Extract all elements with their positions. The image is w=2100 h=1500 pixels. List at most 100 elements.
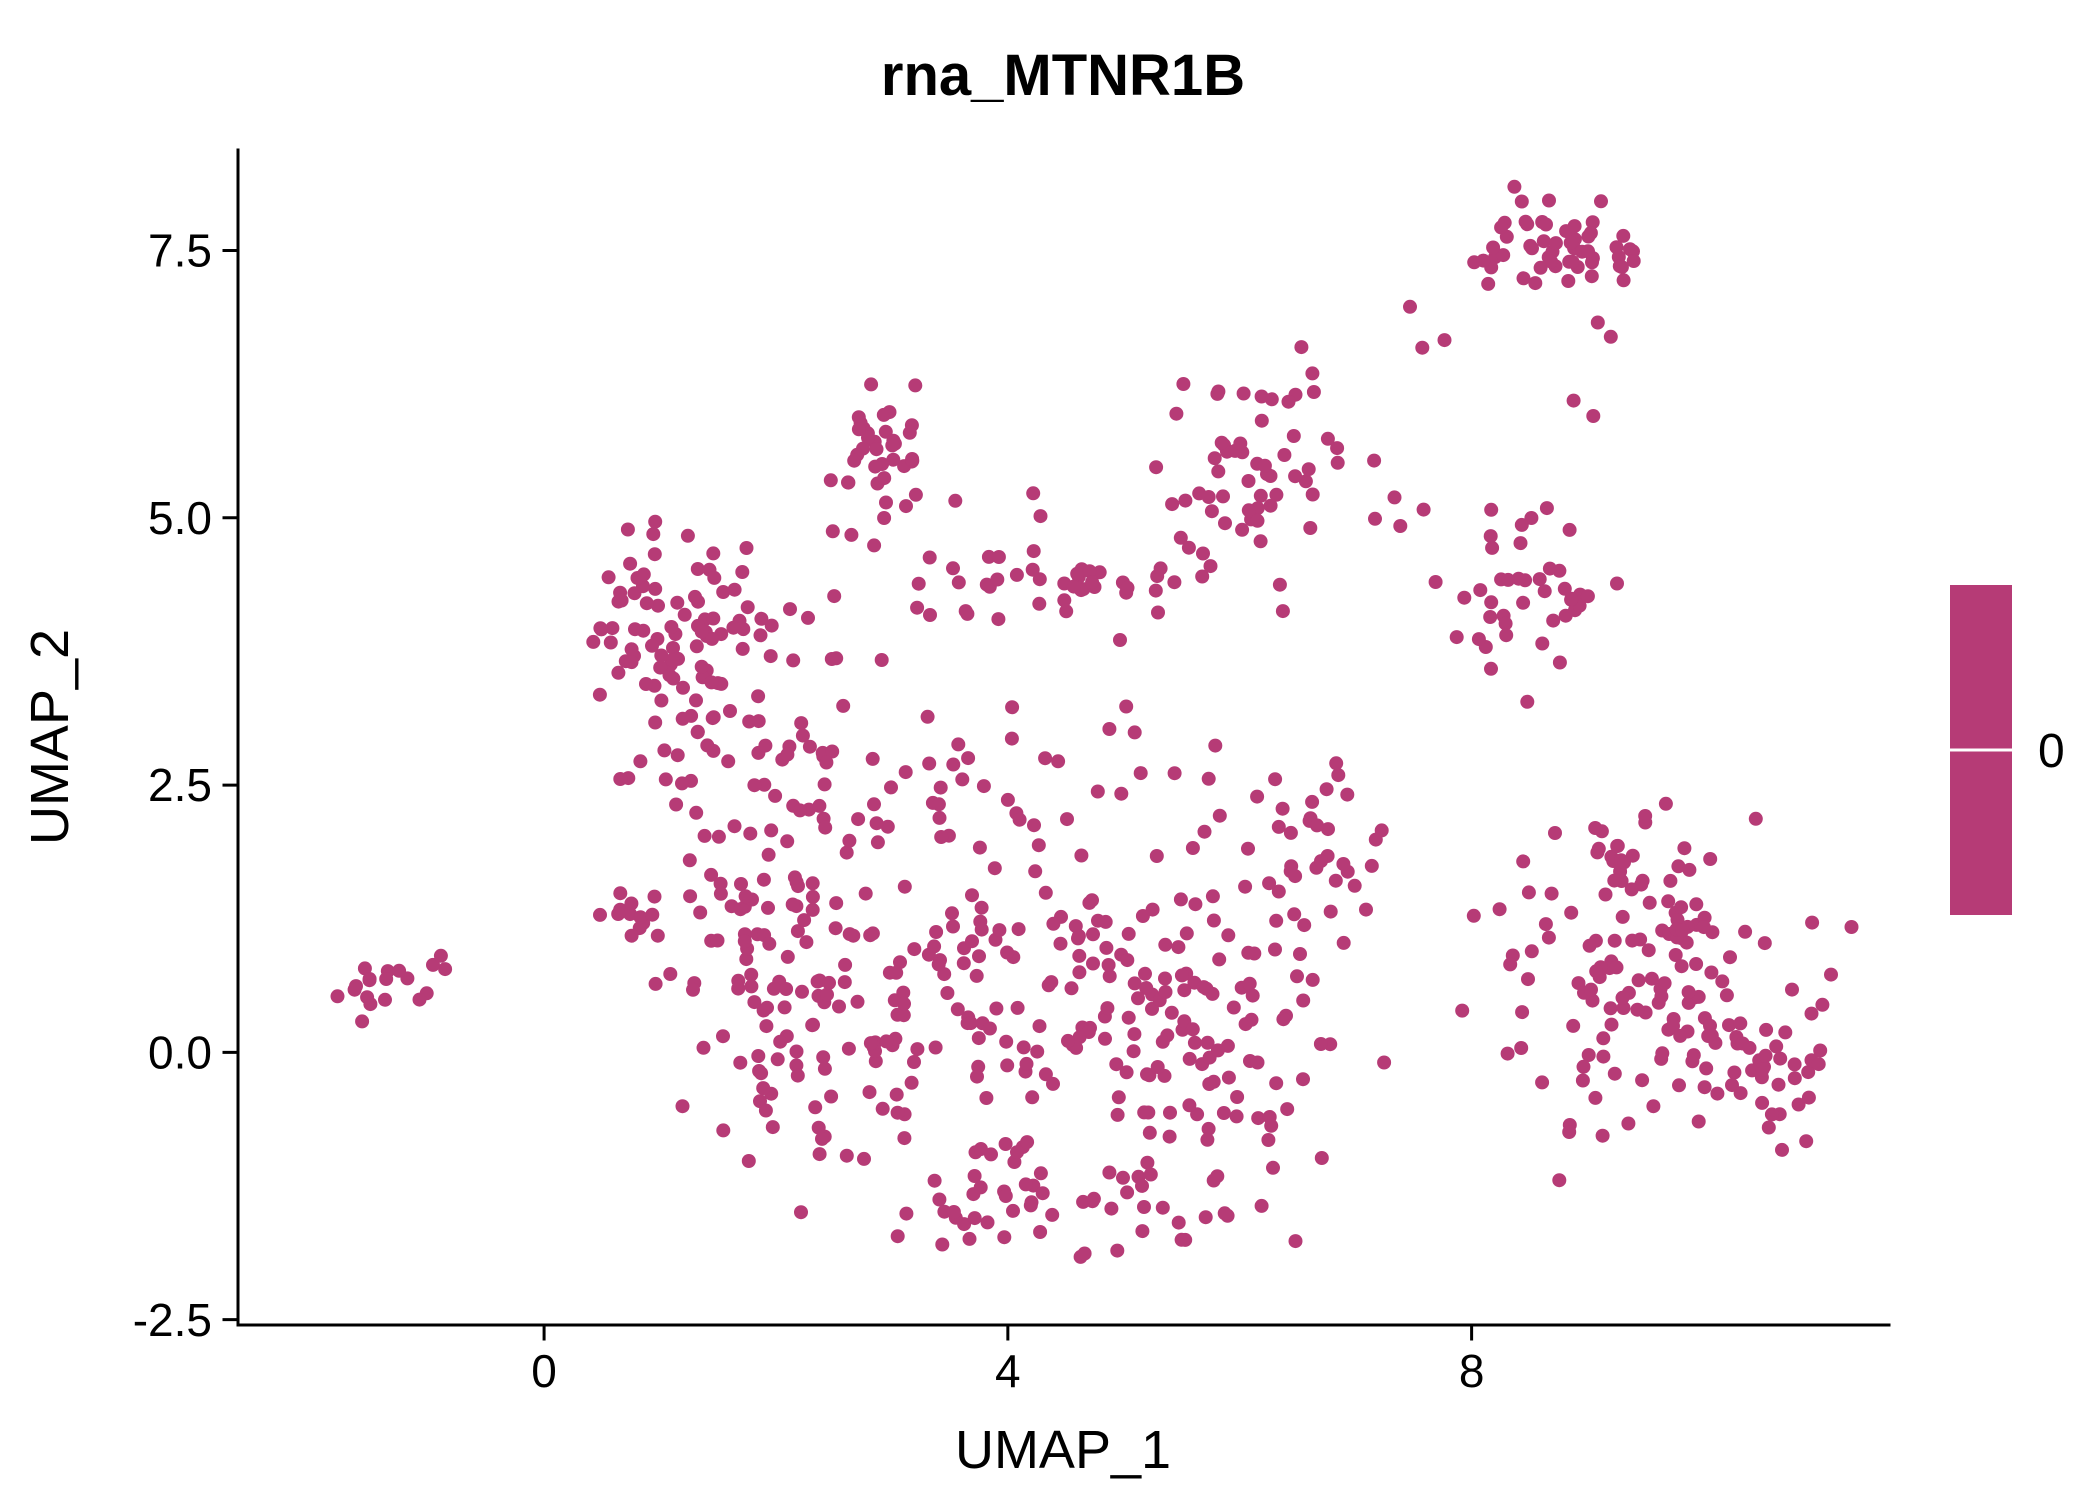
- data-point: [706, 743, 721, 758]
- data-point: [1137, 1200, 1151, 1214]
- data-point: [1027, 818, 1041, 833]
- data-point: [1280, 1102, 1295, 1117]
- data-point: [1179, 926, 1194, 941]
- data-point: [969, 968, 984, 983]
- data-point: [770, 1052, 785, 1067]
- data-point: [1305, 366, 1320, 381]
- data-point: [910, 1042, 925, 1057]
- data-point: [1544, 254, 1559, 269]
- data-point: [1167, 575, 1182, 590]
- data-point: [636, 567, 651, 582]
- data-point: [1715, 974, 1730, 989]
- data-point: [824, 1089, 839, 1104]
- data-point: [1033, 1166, 1048, 1181]
- data-point: [790, 924, 805, 939]
- data-point: [773, 1034, 788, 1049]
- data-point: [1775, 1142, 1789, 1157]
- data-point: [330, 989, 345, 1004]
- data-point: [837, 975, 852, 990]
- data-point: [620, 522, 635, 537]
- data-point: [747, 995, 762, 1010]
- data-point: [1127, 1027, 1142, 1042]
- data-point: [927, 939, 942, 954]
- data-point: [645, 907, 660, 922]
- data-point: [998, 1137, 1013, 1151]
- data-point: [1269, 913, 1284, 928]
- data-point: [1367, 453, 1382, 468]
- data-point: [1733, 1086, 1748, 1101]
- data-point: [1635, 1073, 1650, 1088]
- data-point: [801, 610, 815, 625]
- data-point: [1548, 236, 1563, 251]
- data-point: [1535, 1075, 1550, 1090]
- data-point: [902, 425, 917, 440]
- data-point: [1121, 926, 1136, 941]
- data-point: [1552, 655, 1567, 670]
- data-point: [1286, 429, 1301, 443]
- data-point: [764, 823, 779, 838]
- data-point: [1483, 610, 1498, 624]
- data-point: [1253, 488, 1268, 503]
- data-point: [1203, 559, 1218, 574]
- data-point: [1266, 1160, 1280, 1175]
- data-point: [688, 589, 702, 604]
- data-point: [1035, 1186, 1050, 1201]
- data-point: [1272, 577, 1287, 592]
- data-point: [760, 1000, 774, 1015]
- data-point: [1615, 990, 1630, 1005]
- data-point: [1072, 948, 1087, 963]
- data-point: [875, 1101, 890, 1116]
- data-point: [1485, 540, 1500, 555]
- data-point: [1614, 260, 1629, 275]
- data-point: [1764, 1107, 1779, 1122]
- data-point: [1689, 957, 1704, 971]
- data-point: [741, 1154, 756, 1168]
- data-point: [1241, 841, 1255, 856]
- data-point: [1061, 1033, 1075, 1048]
- data-point: [586, 634, 601, 649]
- data-point: [1165, 497, 1180, 512]
- data-point: [1672, 1078, 1686, 1093]
- data-point: [1241, 945, 1256, 960]
- data-point: [1072, 965, 1087, 980]
- data-point: [1691, 1114, 1706, 1129]
- data-point: [1626, 254, 1641, 268]
- data-point: [438, 962, 453, 977]
- data-point: [1086, 1191, 1101, 1206]
- data-point: [1733, 1016, 1748, 1031]
- data-point: [347, 982, 362, 997]
- data-point: [793, 803, 807, 818]
- data-point: [744, 967, 759, 982]
- data-point: [1596, 1049, 1611, 1064]
- data-point: [1158, 985, 1173, 999]
- data-point: [1074, 848, 1089, 863]
- data-point: [922, 550, 937, 565]
- data-point: [1524, 944, 1539, 959]
- data-point: [998, 1189, 1013, 1203]
- data-point: [951, 737, 966, 752]
- data-point: [805, 876, 820, 891]
- data-point: [1120, 1185, 1135, 1200]
- data-point: [1142, 1125, 1157, 1140]
- data-point: [961, 751, 976, 766]
- data-point: [1586, 409, 1601, 423]
- data-point: [923, 608, 937, 622]
- data-point: [1298, 474, 1313, 489]
- data-point: [1271, 884, 1286, 899]
- data-point: [1004, 731, 1019, 746]
- data-point: [1473, 583, 1488, 598]
- data-point: [1101, 958, 1116, 972]
- data-point: [633, 910, 648, 925]
- data-point: [946, 1205, 961, 1219]
- data-point: [1251, 1111, 1266, 1126]
- y-axis-label: UMAP_2: [20, 629, 80, 845]
- data-point: [863, 1036, 878, 1051]
- data-point: [1755, 1062, 1770, 1077]
- data-point: [1275, 604, 1290, 619]
- data-point: [1476, 253, 1491, 268]
- data-point: [1032, 1019, 1047, 1034]
- data-point: [1113, 633, 1127, 647]
- data-point: [1548, 826, 1562, 840]
- data-point: [1216, 489, 1230, 504]
- data-point: [893, 955, 907, 970]
